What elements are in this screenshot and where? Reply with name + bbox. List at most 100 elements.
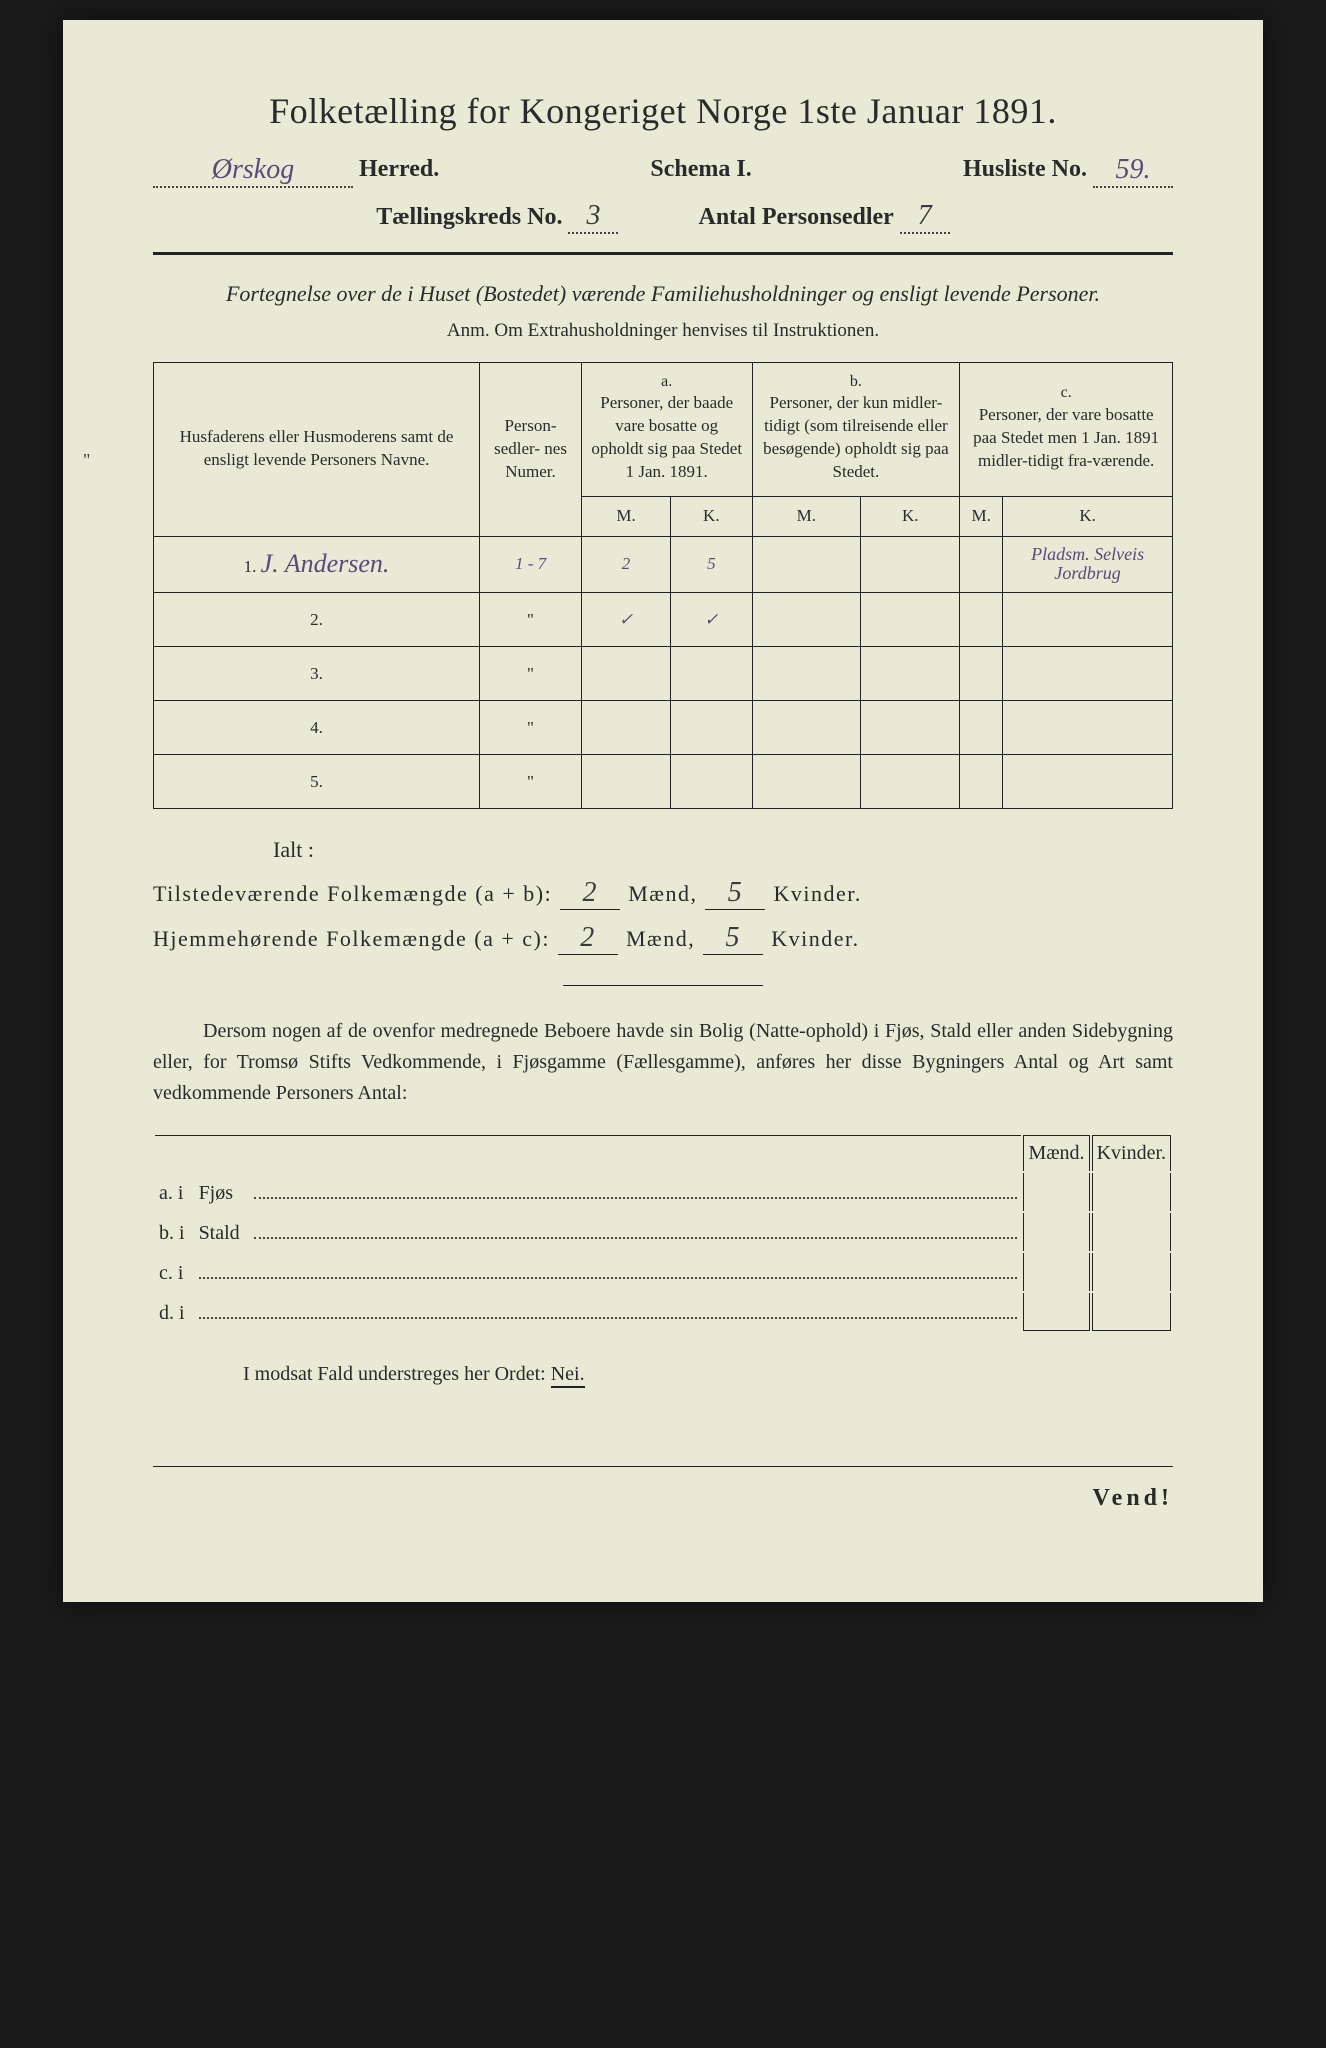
header-row-1: Ørskog Herred. Schema I. Husliste No. 59… — [153, 152, 1173, 186]
num-1: 1 - 7 — [480, 536, 582, 593]
mk-header-row: Mænd. Kvinder. — [155, 1135, 1171, 1171]
group-b-header: b. Personer, der kun midler-tidigt (som … — [752, 362, 960, 492]
sub-a-label: a. i — [155, 1173, 193, 1211]
group-a-header: a. Personer, der baade vare bosatte og o… — [581, 362, 752, 492]
row-3: 3. — [154, 647, 480, 701]
name-1: J. Andersen. — [261, 549, 390, 578]
dots — [199, 1299, 1018, 1319]
herred-group: Ørskog Herred. — [153, 152, 439, 186]
ialt-label: Ialt : — [273, 837, 1173, 863]
herred-value: Ørskog — [153, 154, 353, 188]
sub-c-label: c. i — [155, 1253, 193, 1291]
group-c-header: c. Personer, der vare bosatte paa Stedet… — [960, 362, 1173, 492]
page-title: Folketælling for Kongeriget Norge 1ste J… — [153, 90, 1173, 132]
bk-header: K. — [861, 496, 960, 536]
nei-line: I modsat Fald understreges her Ordet: Ne… — [153, 1363, 1173, 1386]
maend-label-2: Mænd, — [626, 926, 695, 952]
table-row: 5. " — [154, 755, 1173, 809]
nei-word: Nei. — [551, 1363, 585, 1388]
maend-label: Mænd, — [628, 881, 697, 907]
census-form-page: Folketælling for Kongeriget Norge 1ste J… — [63, 20, 1263, 1602]
ak-1: 5 — [671, 536, 752, 593]
antal-group: Antal Personsedler 7 — [698, 200, 949, 234]
subtitle: Fortegnelse over de i Huset (Bostedet) v… — [153, 279, 1173, 310]
sub-d-label: d. i — [155, 1293, 193, 1331]
building-table: Mænd. Kvinder. a. i Fjøs b. i Stald c. i… — [153, 1133, 1173, 1333]
ck-header: K. — [1003, 496, 1173, 536]
sub-a-item: Fjøs — [195, 1173, 248, 1211]
total-resident: Hjemmehørende Folkemængde (a + c): 2 Mæn… — [153, 922, 1173, 955]
dots — [199, 1259, 1018, 1279]
col-name-header: Husfaderens eller Husmoderens samt de en… — [154, 362, 480, 536]
total-present: Tilstedeværende Folkemængde (a + b): 2 M… — [153, 877, 1173, 910]
row-name: 1. J. Andersen. — [154, 536, 480, 593]
short-divider — [563, 985, 763, 986]
group-a-label: a. — [588, 371, 746, 393]
group-b-text: Personer, der kun midler-tidigt (som til… — [759, 392, 954, 484]
num-2: " — [480, 593, 582, 647]
nei-label: I modsat Fald understreges her Ordet: — [243, 1363, 546, 1385]
bottom-divider — [153, 1466, 1173, 1467]
ak-2: ✓ — [671, 593, 752, 647]
subrow-b: b. i Stald — [155, 1213, 1171, 1251]
group-a-text: Personer, der baade vare bosatte og opho… — [588, 392, 746, 484]
resident-label: Hjemmehørende Folkemængde (a + c): — [153, 926, 550, 952]
present-k: 5 — [705, 877, 765, 910]
vend-label: Vend! — [153, 1485, 1173, 1512]
table-head: Husfaderens eller Husmoderens samt de en… — [154, 362, 1173, 536]
table-body: 1. J. Andersen. 1 - 7 2 5 Pladsm. Selvei… — [154, 536, 1173, 809]
husliste-group: Husliste No. 59. — [963, 152, 1173, 186]
cm-1 — [960, 536, 1003, 593]
group-c-text: Personer, der vare bosatte paa Stedet me… — [966, 404, 1166, 473]
schema-label: Schema I. — [650, 156, 751, 183]
husliste-no: 59. — [1093, 154, 1173, 188]
kvinder-label: Kvinder. — [773, 881, 861, 907]
col-num-text: Person- sedler- nes Numer. — [494, 416, 567, 481]
cm-header: M. — [960, 496, 1003, 536]
row-2: 2. — [154, 593, 480, 647]
group-c-label: c. — [966, 382, 1166, 404]
sub-b-item: Stald — [195, 1213, 248, 1251]
row-5: 5. — [154, 755, 480, 809]
antal-no: 7 — [900, 200, 950, 234]
kreds-label: Tællingskreds No. — [376, 204, 562, 230]
subrow-a: a. i Fjøs — [155, 1173, 1171, 1211]
divider-thick — [153, 252, 1173, 255]
margin-note: " — [83, 450, 90, 471]
header-row-2: Tællingskreds No. 3 Antal Personsedler 7 — [153, 200, 1173, 234]
building-paragraph: Dersom nogen af de ovenfor medregnede Be… — [153, 1016, 1173, 1109]
bm-1 — [752, 536, 861, 593]
present-label: Tilstedeværende Folkemængde (a + b): — [153, 881, 552, 907]
kreds-group: Tællingskreds No. 3 — [376, 200, 618, 234]
dots — [254, 1219, 1018, 1239]
anm-note: Anm. Om Extrahusholdninger henvises til … — [153, 320, 1173, 342]
num-5: " — [480, 755, 582, 809]
am-2: ✓ — [581, 593, 670, 647]
ck-1: Pladsm. Selveis Jordbrug — [1003, 536, 1173, 593]
table-row: 3. " — [154, 647, 1173, 701]
am-header: M. — [581, 496, 670, 536]
table-row: 4. " — [154, 701, 1173, 755]
antal-label: Antal Personsedler — [698, 204, 893, 230]
resident-m: 2 — [558, 922, 618, 955]
col-num-header: Person- sedler- nes Numer. — [480, 362, 582, 536]
am-1: 2 — [581, 536, 670, 593]
sub-b-label: b. i — [155, 1213, 193, 1251]
subrow-c: c. i — [155, 1253, 1171, 1291]
ak-header: K. — [671, 496, 752, 536]
resident-k: 5 — [703, 922, 763, 955]
kvinder-label-2: Kvinder. — [771, 926, 859, 952]
num-4: " — [480, 701, 582, 755]
kvinder-col: Kvinder. — [1092, 1135, 1171, 1171]
bk-1 — [861, 536, 960, 593]
kreds-no: 3 — [568, 200, 618, 234]
group-b-label: b. — [759, 371, 954, 393]
bm-header: M. — [752, 496, 861, 536]
row-4: 4. — [154, 701, 480, 755]
table-row: 1. J. Andersen. 1 - 7 2 5 Pladsm. Selvei… — [154, 536, 1173, 593]
table-row: 2. " ✓ ✓ — [154, 593, 1173, 647]
dots — [254, 1179, 1018, 1199]
present-m: 2 — [560, 877, 620, 910]
subrow-d: d. i — [155, 1293, 1171, 1331]
main-table: Husfaderens eller Husmoderens samt de en… — [153, 362, 1173, 809]
